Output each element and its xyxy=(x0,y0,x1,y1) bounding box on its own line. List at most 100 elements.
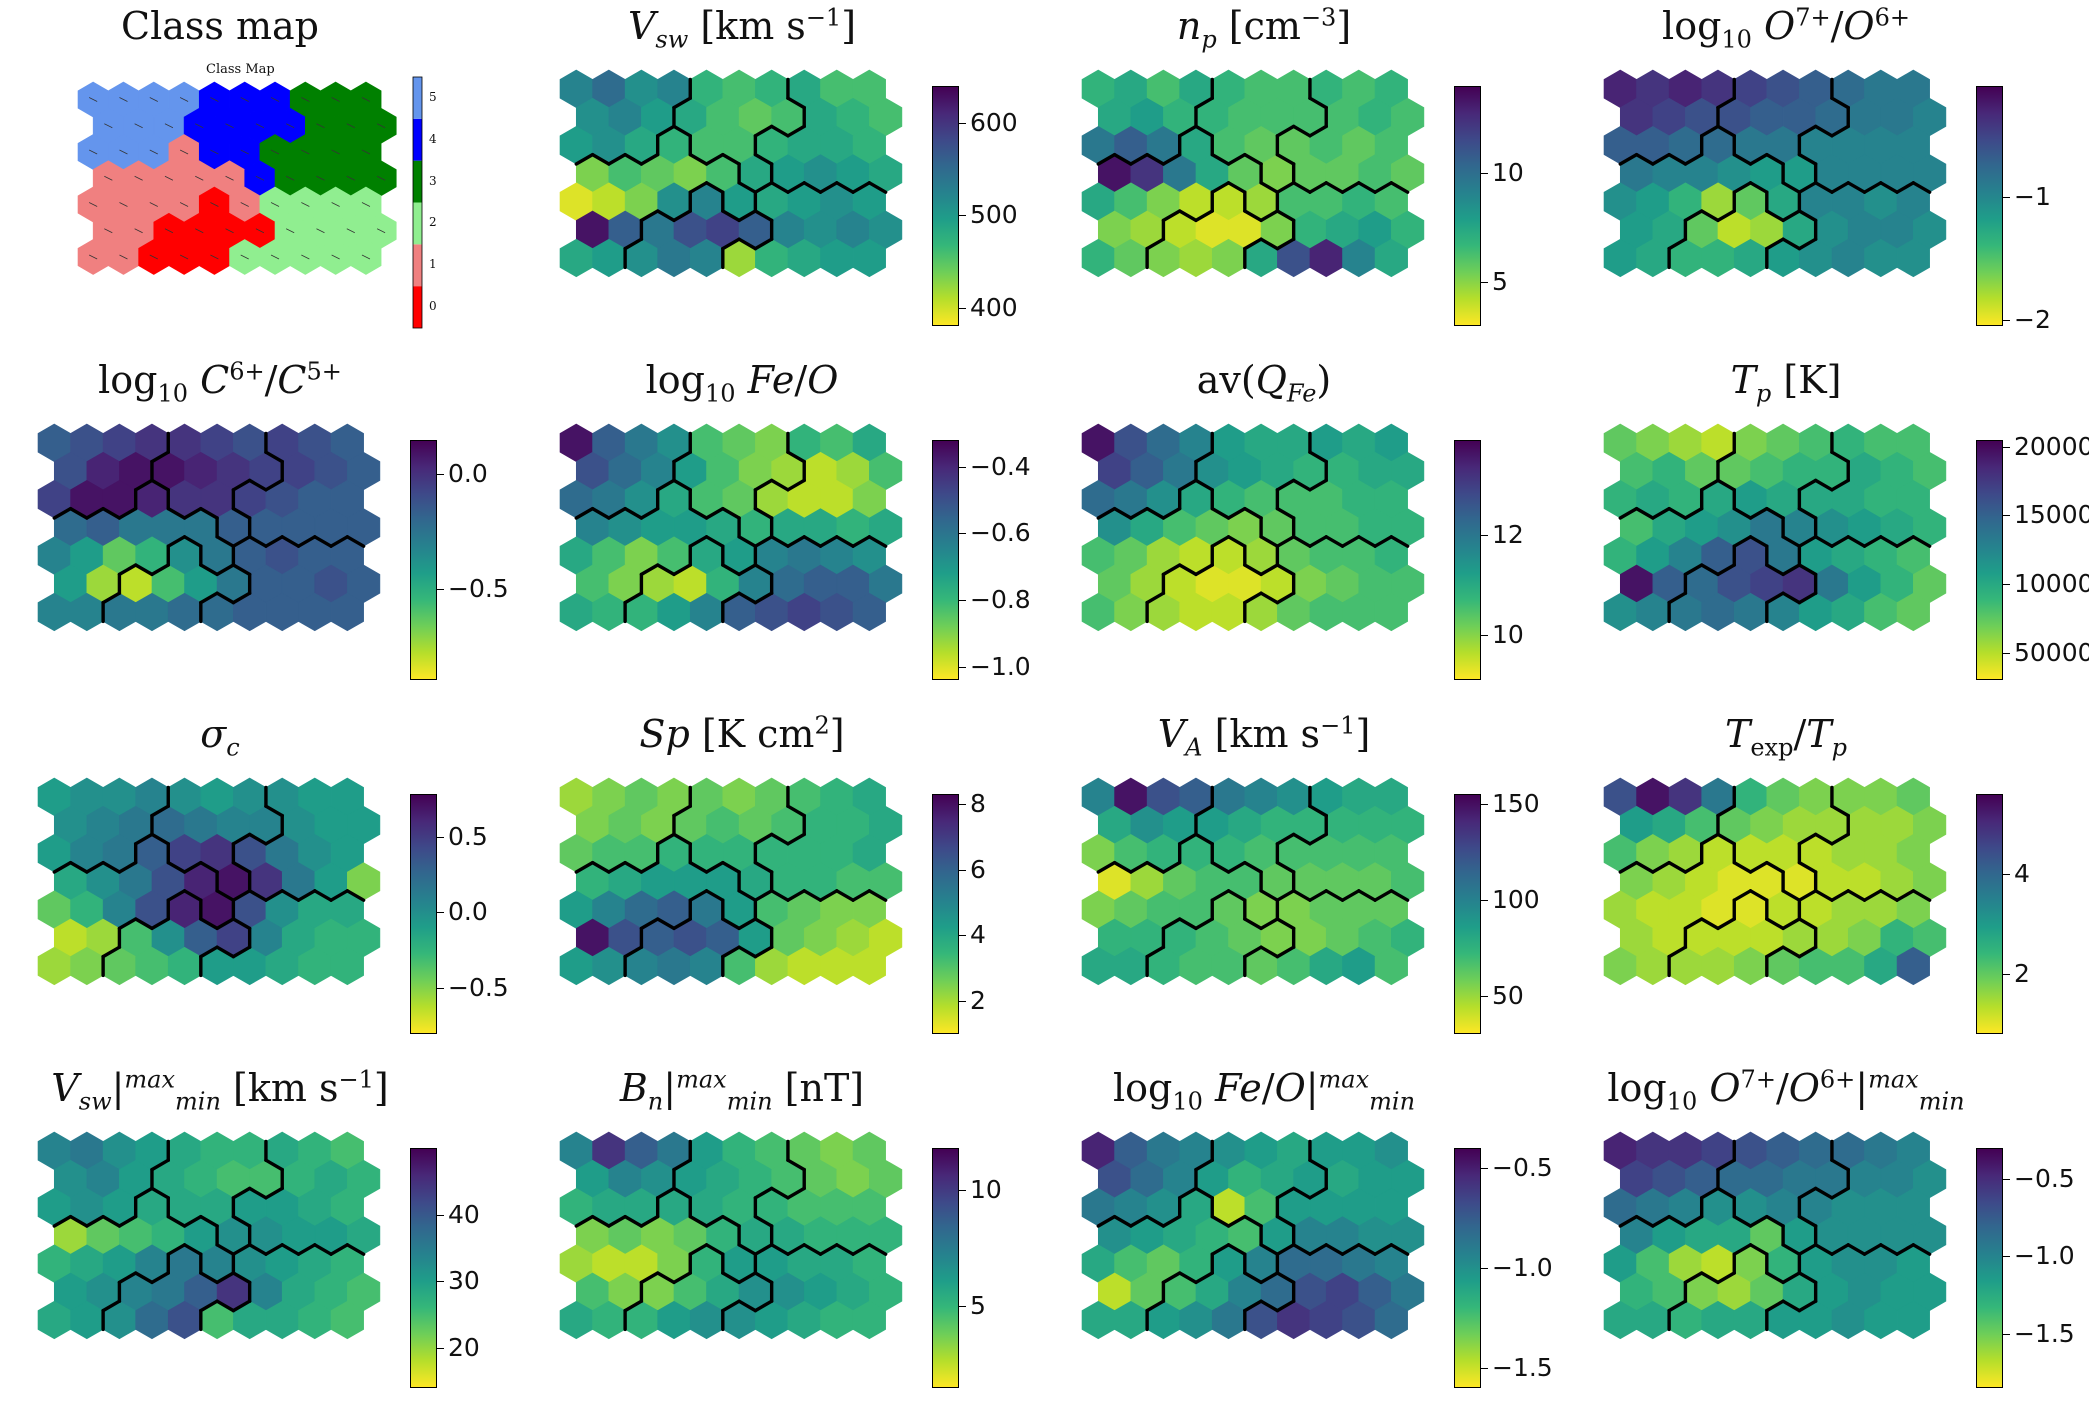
class-boundary xyxy=(264,832,284,846)
component-plane-c65 xyxy=(37,423,381,632)
class-boundary xyxy=(215,917,236,931)
class-boundary xyxy=(1145,1214,1166,1228)
class-boundary xyxy=(166,1214,187,1228)
colorbar-tick-label: 0.0 xyxy=(448,897,488,927)
class-cell-mark xyxy=(134,123,143,129)
class-cell-mark xyxy=(88,254,98,260)
class-boundary xyxy=(280,889,301,902)
class-colorbar-tick-label: 0 xyxy=(429,299,437,314)
class-boundary xyxy=(247,1243,268,1256)
class-boundary xyxy=(1145,506,1166,520)
class-boundary xyxy=(68,506,89,520)
class-boundary xyxy=(721,591,741,605)
hex-cell xyxy=(1374,946,1408,986)
class-boundary xyxy=(737,945,758,959)
class-boundary xyxy=(1161,506,1182,520)
class-boundary xyxy=(1210,1214,1231,1228)
class-boundary xyxy=(737,181,758,194)
class-boundary xyxy=(1699,832,1720,846)
class-boundary xyxy=(1389,1243,1410,1256)
colorbar-tick-label: 10 xyxy=(1492,158,1524,188)
class-boundary xyxy=(753,506,774,520)
class-boundary xyxy=(1683,1214,1704,1228)
class-boundary xyxy=(313,535,333,548)
class-boundary xyxy=(1259,563,1280,577)
class-boundary xyxy=(786,889,806,902)
class-boundary xyxy=(688,506,709,520)
class-boundary xyxy=(1291,535,1312,548)
class-cell-mark xyxy=(225,228,234,234)
class-boundary xyxy=(1765,1299,1785,1313)
class-boundary xyxy=(672,1271,692,1285)
colorbar-gradient xyxy=(410,794,437,1034)
class-boundary xyxy=(753,124,774,138)
component-plane-vswr xyxy=(37,1131,381,1340)
colorbar-tick-mark xyxy=(959,935,966,937)
class-boundary xyxy=(215,945,236,959)
class-boundary xyxy=(1797,917,1818,931)
class-boundary xyxy=(721,506,741,520)
class-boundary xyxy=(1226,889,1247,902)
class-boundary xyxy=(231,506,252,520)
class-boundary xyxy=(1716,917,1736,931)
class-boundary xyxy=(1308,832,1328,846)
class-boundary xyxy=(737,237,758,251)
class-boundary xyxy=(1177,478,1198,492)
colorbar-tick-label: −0.5 xyxy=(448,973,509,1003)
class-boundary xyxy=(802,535,823,548)
colorbar-tick-mark xyxy=(437,836,444,838)
class-boundary xyxy=(296,535,317,548)
colorbar-tick-label: 100000 xyxy=(2014,569,2089,598)
colorbar-gradient xyxy=(1454,440,1481,680)
colorbar-tick-label: 10 xyxy=(1492,620,1524,649)
class-boundary xyxy=(1781,535,1802,548)
class-boundary xyxy=(1748,181,1769,194)
hex-cell xyxy=(1896,1300,1930,1340)
class-boundary xyxy=(280,535,301,548)
class-cell-mark xyxy=(210,202,219,207)
class-boundary xyxy=(1748,860,1769,874)
class-boundary xyxy=(721,1214,741,1228)
class-cell-mark xyxy=(331,202,340,207)
class-boundary xyxy=(150,832,170,846)
class-boundary xyxy=(623,860,644,874)
class-boundary xyxy=(1765,1271,1785,1285)
class-cell-mark xyxy=(195,123,204,129)
class-boundary xyxy=(1911,181,1932,194)
class-boundary xyxy=(1210,181,1231,194)
class-boundary xyxy=(1096,1214,1117,1228)
class-colorbar-segment xyxy=(413,118,422,161)
colorbar-tick-mark xyxy=(959,869,966,871)
class-boundary xyxy=(1699,124,1720,138)
class-boundary xyxy=(1243,1214,1263,1228)
class-boundary xyxy=(753,591,774,605)
class-boundary xyxy=(1781,889,1802,902)
class-cell-mark xyxy=(210,149,219,155)
class-boundary xyxy=(1862,1243,1883,1256)
class-boundary xyxy=(1145,591,1166,605)
class-boundary xyxy=(1210,152,1231,166)
class-boundary xyxy=(1243,1271,1263,1285)
hex-grid xyxy=(1081,1131,1425,1340)
class-boundary xyxy=(1275,860,1296,874)
class-boundary xyxy=(1308,478,1328,492)
class-boundary xyxy=(264,804,284,818)
class-boundary xyxy=(1748,506,1769,520)
class-boundary xyxy=(1667,506,1688,520)
colorbar-tick-mark xyxy=(959,466,966,468)
colorbar-tick-label: 20 xyxy=(448,1333,480,1362)
class-colorbar-segment xyxy=(413,286,422,328)
class-boundary xyxy=(721,860,741,874)
class-boundary xyxy=(231,917,252,931)
class-boundary xyxy=(1373,181,1394,194)
class-boundary xyxy=(1096,506,1117,520)
class-boundary xyxy=(623,591,644,605)
class-colorbar-segment xyxy=(413,77,422,119)
class-cell-mark xyxy=(134,228,143,234)
hex-cell xyxy=(1374,238,1408,278)
class-cell-mark xyxy=(149,149,158,155)
class-boundary xyxy=(753,563,774,577)
class-boundary xyxy=(574,506,595,520)
class-cell-mark xyxy=(88,202,98,207)
class-boundary xyxy=(1716,209,1736,223)
